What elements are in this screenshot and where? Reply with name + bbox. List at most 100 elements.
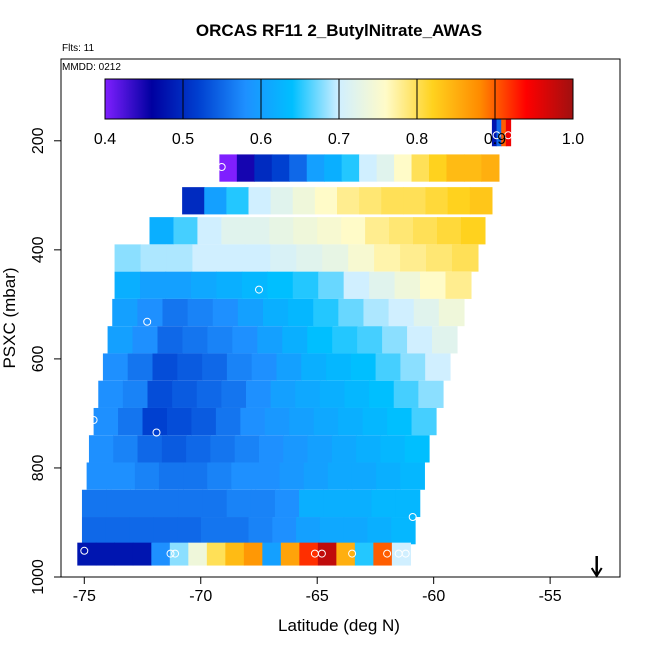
heat-cell bbox=[226, 353, 253, 381]
heat-cell bbox=[338, 407, 364, 436]
heat-cell bbox=[299, 542, 319, 566]
heat-cell bbox=[200, 517, 226, 545]
heat-cell bbox=[413, 217, 438, 245]
sample-point bbox=[143, 317, 152, 326]
heat-cell bbox=[224, 517, 250, 545]
heat-cell bbox=[365, 217, 390, 245]
colorbar-tick-label: 0.4 bbox=[94, 131, 116, 148]
heat-cell bbox=[411, 154, 430, 182]
heat-cell bbox=[77, 542, 97, 566]
heat-cell bbox=[218, 244, 245, 272]
heat-cell bbox=[293, 217, 318, 245]
heat-cell bbox=[332, 326, 358, 354]
heat-cell bbox=[226, 187, 250, 215]
heat-cell bbox=[429, 154, 448, 182]
heat-cell bbox=[323, 489, 348, 518]
heat-cell bbox=[391, 542, 411, 566]
heat-cell bbox=[388, 298, 415, 327]
heat-cell bbox=[280, 542, 300, 566]
heat-cell bbox=[270, 187, 294, 215]
heat-cell bbox=[88, 435, 114, 463]
heat-cell bbox=[403, 187, 427, 215]
heat-cell bbox=[307, 435, 333, 463]
heat-cell bbox=[264, 407, 290, 436]
heat-cell bbox=[137, 435, 163, 463]
heat-cell bbox=[426, 244, 453, 272]
heat-cell bbox=[257, 326, 283, 354]
heat-cell bbox=[182, 326, 209, 354]
heat-cell bbox=[501, 118, 507, 147]
heat-cell bbox=[391, 517, 416, 545]
heat-cell bbox=[413, 298, 440, 327]
heat-cell bbox=[154, 489, 180, 518]
heat-cell bbox=[183, 462, 208, 490]
heat-cell bbox=[237, 298, 264, 327]
heat-cell bbox=[336, 542, 356, 566]
heat-cell bbox=[326, 353, 352, 381]
heat-cell bbox=[248, 517, 273, 545]
heat-cell bbox=[382, 326, 408, 354]
heat-cell bbox=[114, 244, 142, 272]
heat-cell bbox=[270, 380, 296, 408]
heat-cell bbox=[81, 489, 107, 518]
sample-point bbox=[504, 131, 513, 140]
heat-cell bbox=[283, 435, 309, 463]
heat-cell bbox=[292, 187, 316, 215]
heat-cell bbox=[152, 353, 178, 381]
heat-cell bbox=[158, 462, 184, 490]
heat-cell bbox=[420, 271, 447, 299]
x-tick-label: -55 bbox=[539, 588, 562, 605]
heat-cell bbox=[232, 326, 258, 354]
heat-cell bbox=[344, 380, 370, 408]
heat-cell bbox=[219, 154, 238, 182]
heat-cell bbox=[282, 326, 308, 354]
heat-cell bbox=[299, 489, 324, 518]
heat-cell bbox=[153, 517, 178, 545]
heat-cell bbox=[246, 380, 272, 408]
heat-cell bbox=[206, 542, 226, 566]
heat-cell bbox=[359, 154, 378, 182]
heatmap-cells bbox=[77, 118, 512, 566]
heat-cell bbox=[376, 462, 401, 490]
heat-cell bbox=[395, 489, 421, 518]
y-axis: 200 400 600 800 1000 bbox=[30, 127, 61, 595]
x-axis-label: Latitude (deg N) bbox=[278, 616, 400, 635]
heat-cell bbox=[244, 244, 271, 272]
heat-cell bbox=[81, 517, 107, 545]
heat-cell bbox=[359, 187, 382, 215]
heat-cell bbox=[337, 187, 360, 215]
heat-cell bbox=[196, 380, 222, 408]
heat-cell bbox=[255, 462, 281, 490]
heat-cell bbox=[367, 517, 392, 545]
heat-cell bbox=[369, 271, 396, 299]
heat-cell bbox=[288, 298, 314, 327]
heat-cell bbox=[140, 271, 167, 299]
heat-cell bbox=[269, 217, 294, 245]
sample-point bbox=[166, 549, 175, 558]
heat-cell bbox=[122, 380, 149, 408]
heat-cell bbox=[481, 154, 500, 182]
date-label: MMDD: 0212 bbox=[62, 62, 121, 73]
heat-cell bbox=[351, 462, 377, 490]
heat-cell bbox=[375, 353, 401, 381]
heat-cell bbox=[216, 271, 243, 299]
heat-cell bbox=[400, 462, 425, 490]
heat-cell bbox=[182, 187, 205, 215]
heat-cell bbox=[142, 407, 168, 436]
heat-cell bbox=[250, 489, 276, 518]
colorbar-tick-label: 0.8 bbox=[406, 131, 428, 148]
heat-cell bbox=[319, 517, 345, 545]
y-axis-label: PSXC (mbar) bbox=[0, 267, 19, 368]
x-tick-label: -65 bbox=[306, 588, 329, 605]
heat-cell bbox=[248, 187, 272, 215]
heat-cell bbox=[212, 298, 239, 327]
heat-cell bbox=[438, 298, 465, 327]
heat-cell bbox=[451, 244, 479, 272]
heat-cell bbox=[254, 154, 273, 182]
heat-cell bbox=[234, 435, 260, 463]
colorbar-tick-label: 0.5 bbox=[172, 131, 194, 148]
heat-cell bbox=[303, 462, 329, 490]
heat-cell bbox=[272, 517, 297, 545]
y-tick-label: 200 bbox=[30, 127, 47, 154]
heat-cell bbox=[338, 298, 365, 327]
